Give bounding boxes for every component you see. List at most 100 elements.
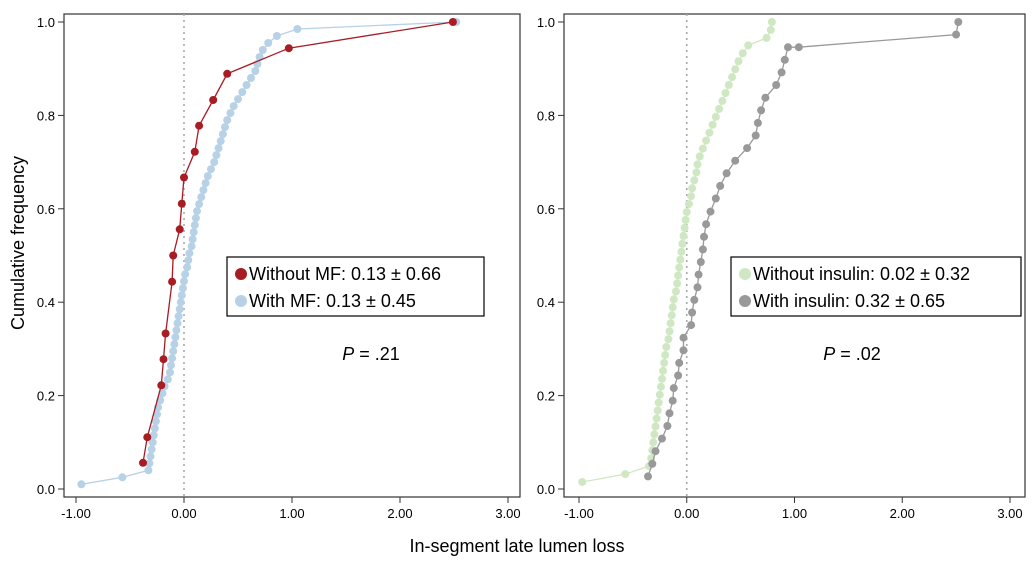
data-point: [578, 478, 587, 486]
data-point: [264, 39, 273, 47]
data-point: [665, 327, 674, 336]
data-point: [684, 200, 693, 209]
data-point: [658, 434, 666, 443]
data-point: [954, 18, 963, 26]
data-point: [666, 319, 675, 328]
data-point: [772, 81, 781, 89]
data-point: [664, 335, 673, 344]
data-point: [651, 422, 660, 431]
data-point: [168, 354, 177, 363]
data-point: [784, 43, 792, 52]
data-point: [682, 208, 691, 217]
data-point: [180, 173, 188, 182]
x-tick-label: 1.00: [279, 506, 304, 521]
data-point: [158, 389, 167, 398]
data-point: [676, 255, 685, 264]
data-point: [679, 231, 688, 240]
data-point: [176, 298, 185, 307]
data-point: [188, 235, 197, 244]
data-point: [695, 152, 704, 161]
data-point: [794, 43, 803, 52]
data-point: [700, 232, 708, 241]
x-axis-label: In-segment late lumen loss: [409, 536, 624, 556]
data-point: [780, 55, 789, 64]
data-point: [660, 358, 669, 367]
data-point: [148, 438, 157, 447]
data-point: [693, 160, 702, 169]
data-point: [221, 123, 229, 132]
data-point: [663, 422, 672, 430]
data-point: [688, 308, 697, 317]
data-point: [708, 120, 717, 129]
data-point: [706, 207, 715, 216]
legend: Without MF: 0.13 ± 0.66 With MF: 0.13 ± 0…: [226, 256, 485, 317]
data-point: [167, 361, 175, 370]
data-point: [183, 263, 192, 272]
data-point: [212, 151, 221, 160]
data-point: [669, 295, 678, 304]
data-point: [151, 417, 160, 426]
y-tick-label: 0.8: [537, 108, 555, 123]
p-value-annotation: P = .02: [823, 344, 881, 364]
x-tick-label: 0.00: [674, 506, 699, 521]
data-point: [721, 89, 730, 97]
x-tick-label: 0.00: [171, 506, 196, 521]
data-point: [692, 168, 701, 177]
data-point: [149, 431, 158, 440]
data-point: [144, 466, 153, 475]
data-point: [665, 409, 674, 418]
data-point: [753, 118, 762, 127]
data-point: [652, 414, 661, 423]
data-point: [216, 137, 225, 146]
data-point: [143, 433, 152, 442]
x-tick-label: -1.00: [61, 506, 91, 521]
data-point: [674, 271, 683, 280]
series-line: [81, 21, 457, 485]
data-point: [705, 128, 714, 137]
data-point: [238, 88, 247, 97]
data-point: [669, 384, 678, 393]
data-point: [679, 346, 688, 355]
data-point: [661, 351, 670, 359]
data-point: [724, 81, 733, 89]
data-point: [214, 144, 223, 153]
data-point: [177, 199, 186, 208]
data-point: [234, 95, 242, 104]
data-point: [667, 311, 676, 320]
data-point: [702, 220, 711, 229]
data-point: [184, 256, 193, 265]
data-point: [272, 32, 281, 40]
plot-frame: [63, 13, 521, 498]
data-point: [185, 249, 194, 258]
data-point: [171, 333, 180, 342]
data-point: [284, 44, 293, 53]
data-point: [675, 263, 684, 272]
data-point: [679, 333, 688, 342]
data-point: [694, 270, 703, 279]
data-point: [656, 382, 665, 391]
legend-marker: [235, 295, 247, 307]
data-point: [201, 179, 210, 188]
data-point: [177, 291, 186, 300]
p-value-annotation: P = .21: [342, 344, 400, 364]
data-point: [673, 279, 682, 288]
data-point: [952, 30, 961, 39]
data-point: [653, 406, 662, 415]
data-point: [744, 41, 753, 50]
data-point: [223, 69, 232, 78]
data-point: [757, 106, 766, 115]
data-point: [716, 181, 725, 190]
data-point: [229, 102, 238, 111]
data-point: [223, 116, 232, 125]
data-point: [654, 398, 663, 407]
y-tick-label: 1.0: [537, 15, 555, 30]
data-point: [209, 96, 218, 104]
data-point: [153, 410, 161, 419]
data-point: [166, 368, 174, 377]
data-point: [448, 18, 457, 26]
data-point: [139, 458, 147, 467]
data-point: [678, 239, 687, 248]
data-point: [649, 438, 658, 447]
data-point: [658, 374, 666, 383]
